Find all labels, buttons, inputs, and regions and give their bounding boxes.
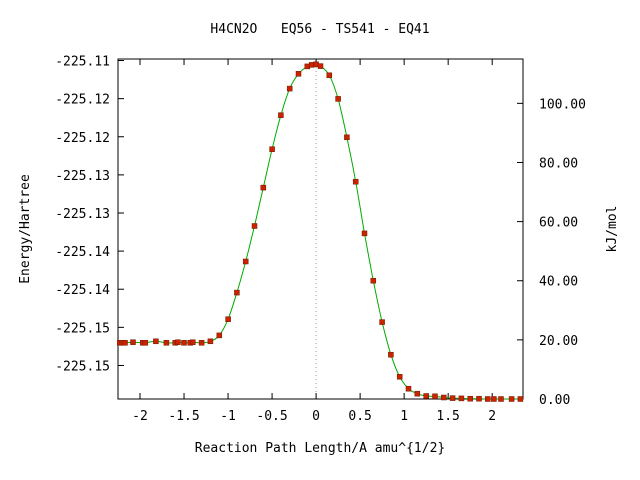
data-point [260, 184, 267, 191]
x-tick-label: -0.5 [256, 409, 287, 424]
data-point [508, 396, 515, 402]
data-point [251, 223, 258, 229]
y-tick-label: -225.11 [55, 55, 110, 70]
data-point [207, 338, 214, 345]
plot-frame [117, 58, 524, 400]
data-point [370, 277, 377, 284]
y2-tick-label: 100.00 [539, 97, 586, 112]
energy-curve [119, 63, 521, 400]
y2-tick-label: 20.00 [539, 334, 578, 349]
x-tick-label: -2 [132, 409, 148, 424]
plot-axes: -2 -1.5 -1 -0.5 0 0.5 1 1.5 2 -225.11 -225.12 -225.… [55, 55, 586, 424]
y-tick-label: -225.12 [55, 93, 110, 108]
data-point [388, 351, 394, 358]
y2-tick-label: 40.00 [539, 275, 578, 290]
data-point [335, 96, 341, 102]
data-point [181, 340, 187, 346]
data-point [269, 146, 275, 152]
data-point [352, 178, 359, 185]
data-point [414, 390, 421, 397]
y-tick-label: -225.15 [55, 321, 110, 336]
data-point [242, 258, 249, 265]
data-point [295, 71, 302, 77]
x-tick-label: 2 [488, 409, 496, 424]
data-point [498, 396, 504, 402]
energy-curve-line [119, 63, 521, 400]
x-tick-label: 1 [400, 409, 408, 424]
y2-tick-label: 0.00 [539, 393, 570, 408]
data-point [405, 385, 412, 392]
y-tick-label: -225.14 [55, 245, 110, 260]
data-point [163, 340, 170, 346]
chart-title: H4CN2O EQ56 - TS541 - EQ41 [210, 22, 429, 37]
y2-axis-label: kJ/mol [605, 206, 620, 253]
data-point [142, 340, 149, 346]
data-point [153, 338, 159, 345]
data-point [216, 332, 223, 339]
y-axis-label: Energy/Hartree [18, 174, 33, 284]
data-point [423, 393, 429, 399]
x-tick-label: 0 [312, 409, 320, 424]
data-point [485, 396, 491, 402]
data-point [225, 316, 231, 322]
data-point [441, 394, 447, 401]
data-point [449, 395, 456, 401]
x-tick-label: -1 [220, 409, 236, 424]
data-point [190, 339, 196, 345]
y-tick-label: -225.12 [55, 131, 110, 146]
data-point [458, 395, 465, 402]
data-point [467, 395, 473, 402]
data-point [234, 289, 240, 296]
data-point [130, 339, 136, 345]
y2-tick-label: 60.00 [539, 216, 578, 231]
data-point [344, 134, 350, 141]
data-point [326, 72, 333, 79]
x-tick-label: -1.5 [168, 409, 199, 424]
x-axis-label: Reaction Path Length/A amu^{1/2} [195, 441, 445, 456]
y-tick-label: -225.14 [55, 283, 110, 298]
data-point [361, 230, 368, 237]
y-tick-label: -225.13 [55, 207, 110, 222]
data-point [198, 340, 205, 346]
data-point [432, 393, 438, 400]
data-point [491, 396, 497, 402]
data-point [317, 63, 324, 69]
data-point [517, 396, 524, 402]
data-point [396, 374, 403, 380]
data-point [286, 85, 293, 92]
x-tick-label: 1.5 [436, 409, 459, 424]
y-tick-label: -225.15 [55, 359, 110, 374]
data-point [175, 339, 181, 345]
x-tick-label: 0.5 [348, 409, 371, 424]
data-point [122, 340, 128, 346]
energy-data-points [117, 61, 524, 402]
data-point [278, 112, 284, 118]
y2-tick-label: 80.00 [539, 156, 578, 171]
data-point [379, 319, 385, 325]
data-point [476, 395, 482, 402]
y-tick-label: -225.13 [55, 169, 110, 184]
